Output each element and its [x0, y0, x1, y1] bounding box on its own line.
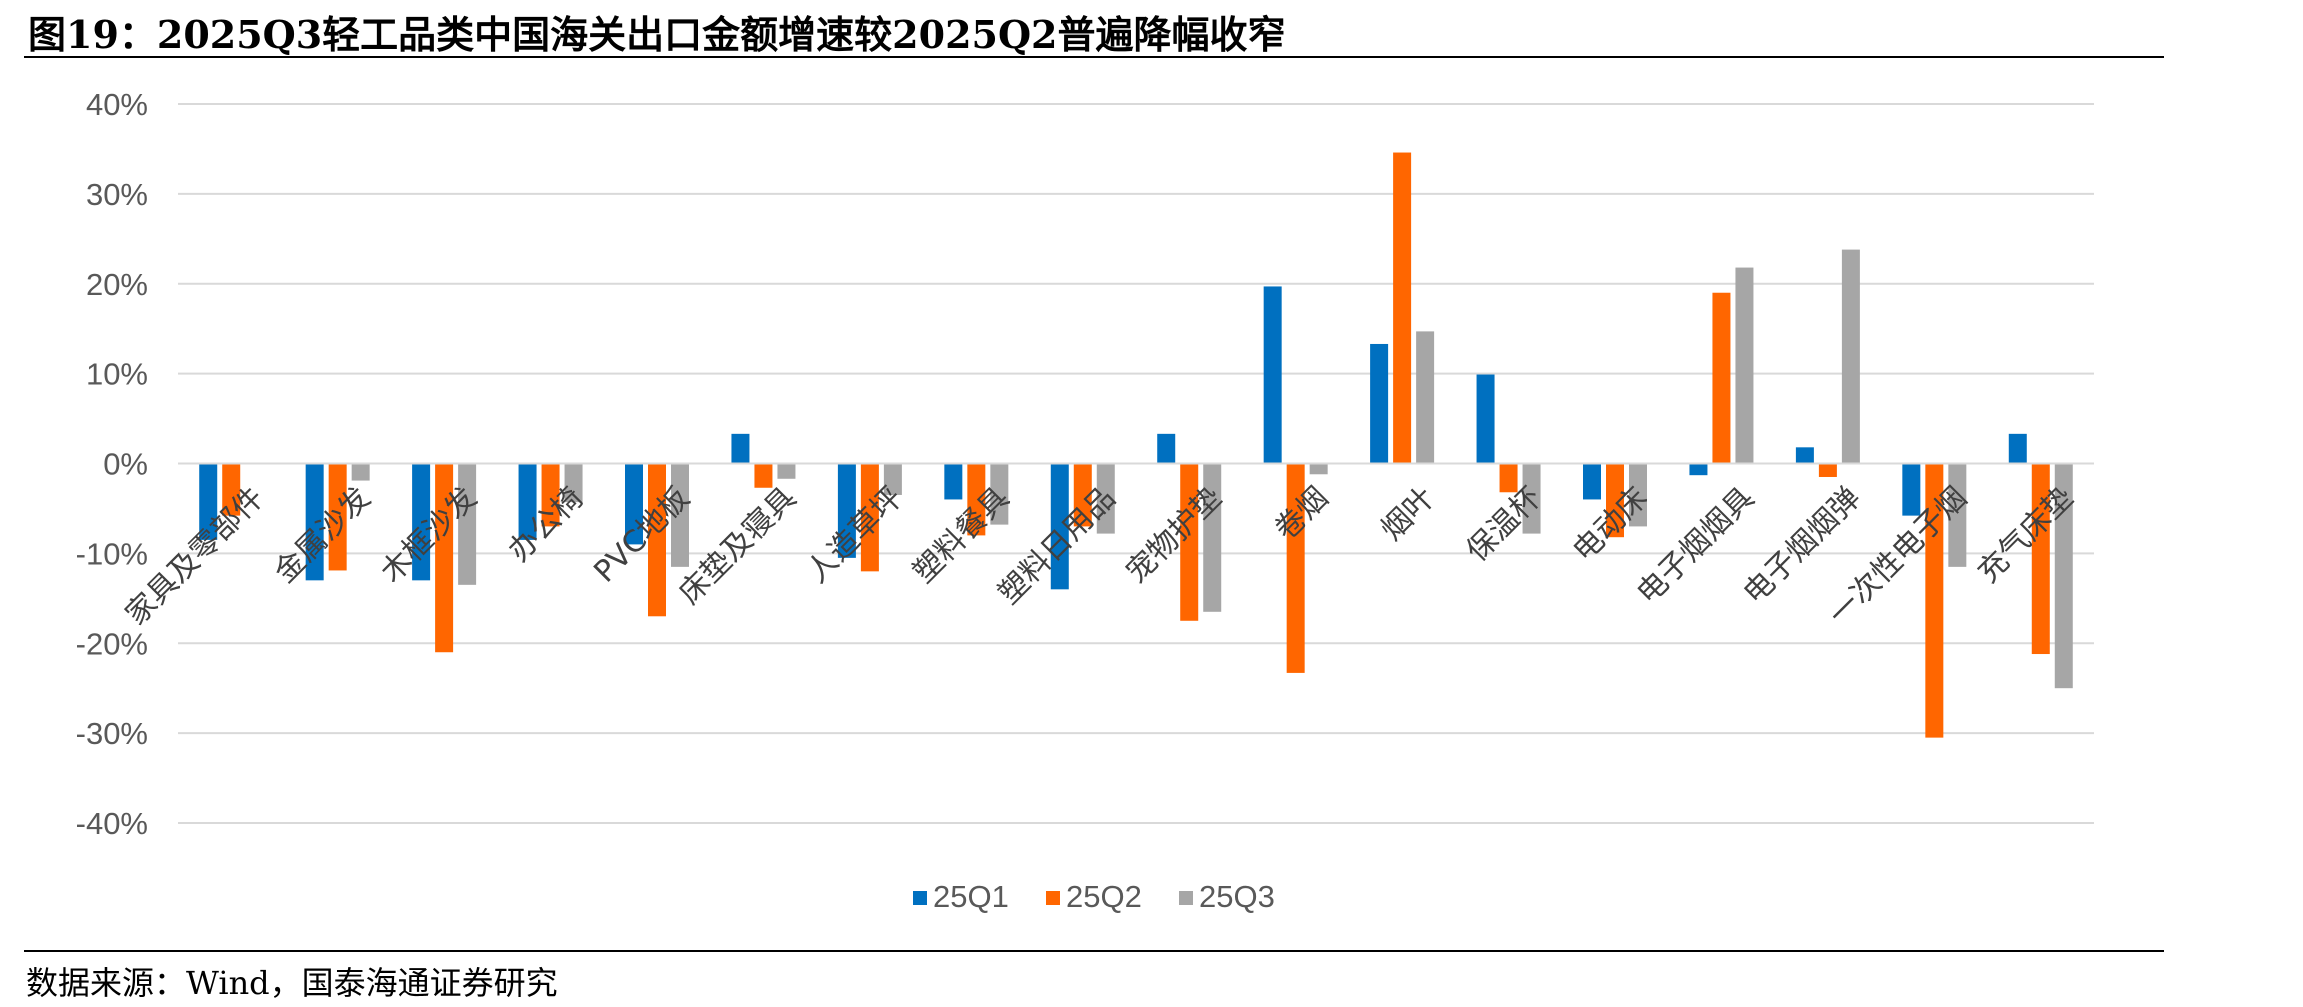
bar-25Q3-4 — [671, 463, 689, 567]
bar-25Q2-5 — [754, 463, 773, 488]
bar-25Q2-16 — [1925, 463, 1944, 738]
bar-25Q1-13 — [1583, 463, 1601, 500]
legend-swatch-25Q1 — [913, 891, 927, 905]
bar-25Q3-1 — [351, 463, 370, 481]
y-tick-label: -40% — [76, 806, 148, 841]
bar-25Q3-12 — [1522, 463, 1541, 534]
bar-chart: 40%30%20%10%0%-10%-20%-30%-40% 家具及零部件金属沙… — [76, 87, 2094, 914]
legend-swatch-25Q2 — [1046, 891, 1060, 905]
bar-25Q3-2 — [458, 463, 477, 585]
bar-25Q3-6 — [883, 463, 902, 495]
bar-25Q2-0 — [222, 463, 241, 516]
legend-swatch-25Q3 — [1179, 891, 1193, 905]
bar-25Q2-4 — [648, 463, 666, 617]
bar-25Q1-6 — [837, 463, 856, 558]
bar-25Q1-15 — [1795, 447, 1814, 464]
y-tick-label: 20% — [86, 267, 148, 302]
y-tick-label: 30% — [86, 177, 148, 212]
bar-25Q1-12 — [1476, 374, 1495, 464]
bar-25Q2-10 — [1286, 463, 1305, 673]
legend: 25Q1 25Q2 25Q3 — [913, 879, 1275, 914]
bar-25Q3-8 — [1096, 463, 1115, 534]
bar-25Q1-2 — [412, 463, 431, 581]
category-label: 床垫及寝具 — [672, 480, 803, 611]
bar-25Q3-13 — [1629, 463, 1647, 527]
bar-25Q3-14 — [1735, 267, 1754, 464]
bar-25Q1-5 — [731, 433, 750, 464]
bar-25Q1-8 — [1050, 463, 1069, 590]
bar-25Q1-3 — [518, 463, 537, 540]
bar-25Q1-10 — [1263, 286, 1282, 464]
bar-25Q1-9 — [1157, 433, 1176, 464]
gridlines — [178, 103, 2094, 824]
bar-25Q1-0 — [199, 463, 218, 540]
bar-25Q2-17 — [2031, 463, 2050, 655]
bar-25Q1-17 — [2008, 433, 2027, 464]
bar-25Q2-13 — [1606, 463, 1624, 538]
bar-25Q2-1 — [328, 463, 347, 571]
legend-label-25Q1: 25Q1 — [933, 879, 1009, 914]
y-tick-label: 40% — [86, 87, 148, 122]
bar-25Q1-4 — [625, 463, 643, 545]
source-note: 数据来源：Wind，国泰海通证券研究 — [26, 964, 558, 1002]
title-bar: 图19：2025Q3轻工品类中国海关出口金额增速较2025Q2普遍降幅收窄 — [24, 0, 2164, 58]
bar-25Q3-11 — [1416, 331, 1435, 464]
y-tick-label: -20% — [76, 626, 148, 661]
figure-title: 图19：2025Q3轻工品类中国海关出口金额增速较2025Q2普遍降幅收窄 — [28, 12, 1286, 57]
bar-25Q1-11 — [1370, 343, 1389, 464]
source-divider — [24, 950, 2164, 952]
bar-25Q2-12 — [1499, 463, 1518, 493]
y-tick-label: -30% — [76, 716, 148, 751]
bar-25Q3-5 — [777, 463, 796, 479]
legend-label-25Q3: 25Q3 — [1199, 879, 1275, 914]
bar-25Q2-7 — [967, 463, 986, 536]
bar-25Q1-7 — [944, 463, 963, 500]
bar-25Q3-7 — [990, 463, 1009, 525]
category-label: 卷烟 — [1268, 480, 1335, 547]
bar-25Q2-15 — [1818, 463, 1837, 477]
bar-25Q1-14 — [1689, 463, 1708, 476]
y-tick-label: 0% — [103, 447, 148, 482]
bar-25Q2-3 — [541, 463, 560, 527]
bar-25Q2-11 — [1393, 152, 1412, 464]
bar-25Q1-16 — [1902, 463, 1921, 516]
category-label: 烟叶 — [1375, 480, 1442, 547]
bar-25Q2-9 — [1180, 463, 1199, 621]
bars — [199, 152, 2073, 738]
bar-25Q3-17 — [2054, 463, 2073, 689]
bar-25Q2-6 — [860, 463, 879, 572]
bar-25Q2-8 — [1073, 463, 1092, 527]
bar-25Q3-9 — [1203, 463, 1222, 612]
bar-25Q3-10 — [1309, 463, 1328, 475]
bar-25Q3-15 — [1841, 249, 1860, 464]
bar-25Q1-1 — [305, 463, 324, 581]
bar-25Q3-16 — [1948, 463, 1967, 567]
legend-label-25Q2: 25Q2 — [1066, 879, 1142, 914]
y-axis-ticks: 40% 30% 20% 10% 0% -10% -20% -30% -40% — [76, 87, 148, 841]
y-tick-label: -10% — [76, 536, 148, 571]
bar-25Q2-14 — [1712, 292, 1731, 464]
bar-25Q3-3 — [564, 463, 583, 503]
y-tick-label: 10% — [86, 357, 148, 392]
bar-25Q2-2 — [435, 463, 454, 653]
